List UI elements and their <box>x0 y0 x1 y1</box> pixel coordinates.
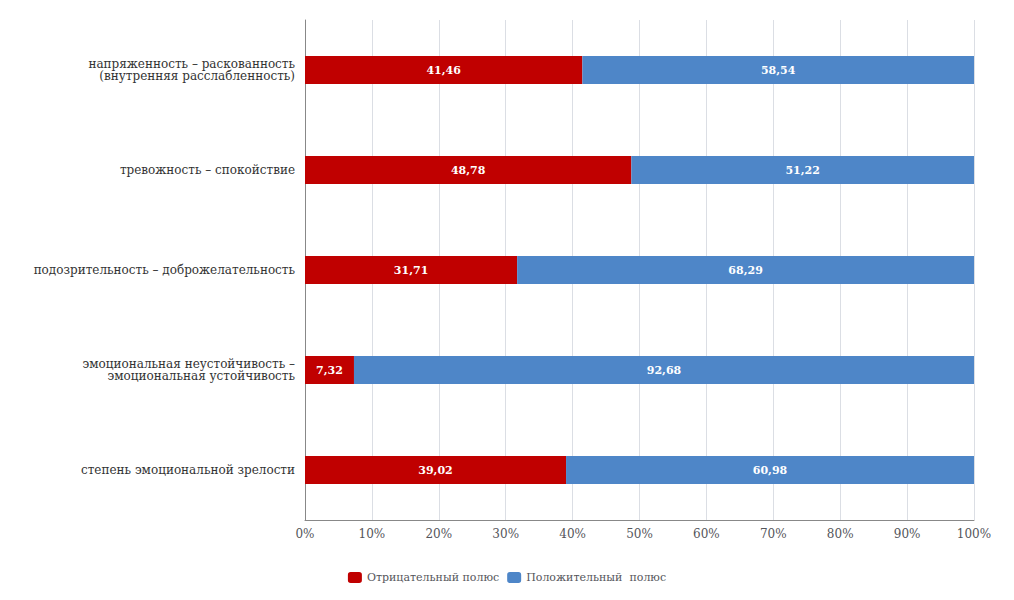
svg-text:100%: 100% <box>957 527 991 541</box>
svg-text:7,32: 7,32 <box>316 364 343 377</box>
svg-text:60%: 60% <box>693 527 720 541</box>
svg-text:напряженность – раскованность: напряженность – раскованность <box>88 57 295 71</box>
svg-text:92,68: 92,68 <box>647 364 682 377</box>
svg-text:50%: 50% <box>626 527 653 541</box>
svg-text:41,46: 41,46 <box>426 64 461 77</box>
svg-text:60,98: 60,98 <box>753 464 788 477</box>
svg-text:10%: 10% <box>359 527 386 541</box>
svg-text:20%: 20% <box>425 527 452 541</box>
svg-text:степень эмоциональной зрелости: степень эмоциональной зрелости <box>81 463 295 477</box>
svg-text:Отрицательный полюс: Отрицательный полюс <box>367 571 499 584</box>
svg-text:эмоциональная устойчивость: эмоциональная устойчивость <box>107 369 295 383</box>
svg-text:68,29: 68,29 <box>728 264 762 277</box>
svg-text:58,54: 58,54 <box>761 64 796 77</box>
svg-text:90%: 90% <box>894 527 921 541</box>
svg-text:80%: 80% <box>827 527 854 541</box>
svg-text:0%: 0% <box>295 527 314 541</box>
svg-text:70%: 70% <box>760 527 787 541</box>
svg-text:Положительный полюс: Положительный полюс <box>526 571 666 584</box>
svg-text:эмоциональная неустойчивость –: эмоциональная неустойчивость – <box>82 357 295 371</box>
svg-text:подозрительность – доброжелате: подозрительность – доброжелательность <box>34 263 296 277</box>
svg-text:30%: 30% <box>492 527 519 541</box>
svg-text:тревожность – спокойствие: тревожность – спокойствие <box>120 163 295 177</box>
svg-text:(внутренняя расслабленность): (внутренняя расслабленность) <box>99 69 295 83</box>
svg-text:48,78: 48,78 <box>451 164 486 177</box>
svg-text:39,02: 39,02 <box>418 464 452 477</box>
svg-text:51,22: 51,22 <box>785 164 819 177</box>
svg-text:31,71: 31,71 <box>394 264 428 277</box>
svg-text:40%: 40% <box>559 527 586 541</box>
